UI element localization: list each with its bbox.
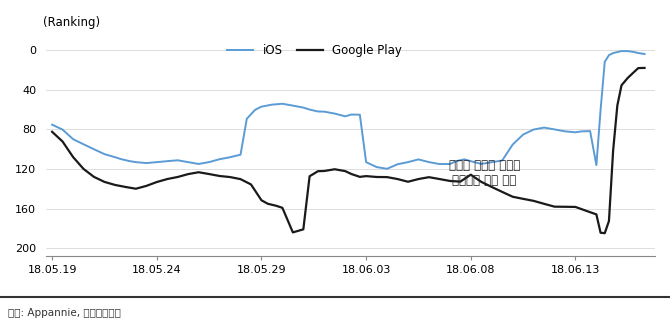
Text: 월드컵 생중계 효과로
다운로드 순위 급등: 월드컵 생중계 효과로 다운로드 순위 급등 [449,159,520,187]
Google Play [48,130,56,134]
Google Play [551,205,559,209]
Google Play [257,198,265,202]
Legend: iOS, Google Play: iOS, Google Play [222,40,407,62]
Google Play [100,180,109,184]
iOS [551,127,559,131]
Google Play [601,231,609,235]
iOS [618,49,626,53]
iOS [634,51,643,55]
iOS [100,152,109,156]
iOS [641,52,649,56]
Line: iOS: iOS [52,51,645,169]
Text: 자료: Appannie, 한국투자증권: 자료: Appannie, 한국투자증권 [8,309,121,318]
Google Play [641,66,649,70]
Google Play [618,83,626,87]
iOS [383,167,391,171]
Google Play [320,169,328,173]
iOS [425,160,433,164]
Line: Google Play: Google Play [52,68,645,233]
iOS [174,158,182,162]
Text: (Ranking): (Ranking) [43,16,100,29]
iOS [48,123,56,127]
iOS [153,160,161,164]
Google Play [216,174,224,178]
